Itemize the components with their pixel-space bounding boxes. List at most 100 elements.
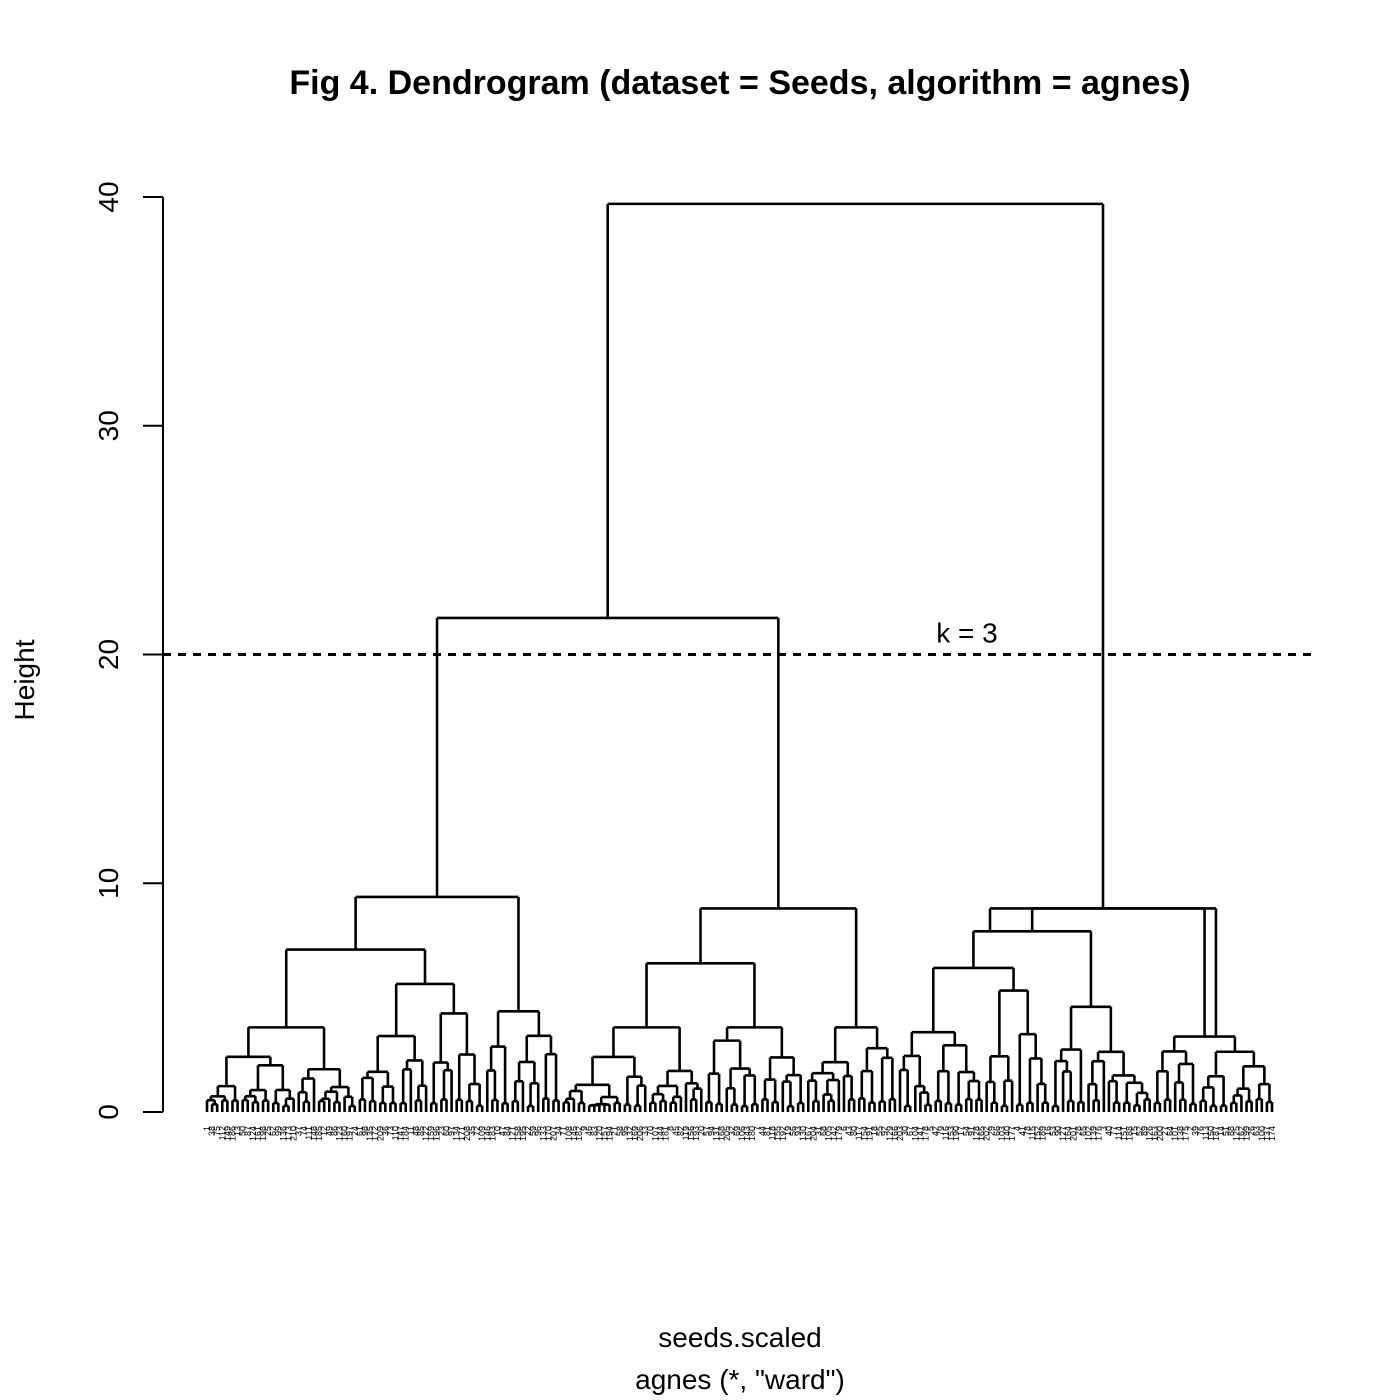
leaf-label: 96 [533, 1126, 543, 1136]
leaf-label: 58 [615, 1126, 625, 1136]
leaf-label: 85 [416, 1126, 426, 1136]
leaf-label: 150 [1206, 1126, 1216, 1141]
leaf-label: 5 [926, 1126, 936, 1131]
leaf-labels: 1387511214918613508712416119825629913617… [202, 1126, 1277, 1141]
leaf-label: 35 [467, 1126, 477, 1136]
leaf-label: 65 [1078, 1126, 1088, 1136]
leaf-label: 166 [890, 1126, 900, 1141]
leaf-label: 138 [1175, 1126, 1185, 1141]
leaf-label: 109 [477, 1126, 487, 1141]
chart-title: Fig 4. Dendrogram (dataset = Seeds, algo… [289, 64, 1190, 102]
leaf-label: 56 [788, 1126, 798, 1136]
leaf-label: 24 [350, 1126, 360, 1136]
leaf-label: 21 [610, 1126, 620, 1136]
leaf-label: 157 [599, 1126, 609, 1141]
y-tick-label: 20 [93, 639, 124, 670]
leaf-label: 68 [819, 1126, 829, 1136]
leaf-label: 130 [798, 1126, 808, 1141]
leaf-label: 38 [207, 1126, 217, 1136]
leaf-label: 7 [752, 1126, 762, 1131]
leaf-label: 203 [895, 1126, 905, 1141]
leaf-label: 194 [605, 1126, 615, 1141]
leaf-label: 143 [742, 1126, 752, 1141]
leaf-label: 155 [773, 1126, 783, 1141]
leaf-label: 147 [396, 1126, 406, 1141]
leaf-label: 54 [961, 1126, 971, 1136]
leaf-label: 45 [671, 1126, 681, 1136]
leaf-label: 132 [625, 1126, 635, 1141]
leaf-label: 188 [1124, 1126, 1134, 1141]
leaf-label: 117 [854, 1126, 864, 1140]
leaf-label: 99 [273, 1126, 283, 1136]
leaf-label: 102 [1084, 1126, 1094, 1141]
y-tick-label: 0 [93, 1104, 124, 1120]
leaf-label: 19 [783, 1126, 793, 1136]
leaf-label: 154 [859, 1126, 869, 1141]
leaf-label: 57 [701, 1126, 711, 1136]
leaf-label: 91 [966, 1126, 976, 1136]
leaf-label: 104 [910, 1126, 920, 1141]
leaf-label: 110 [391, 1126, 401, 1140]
leaf-label: 63 [1252, 1126, 1262, 1136]
leaf-label: 92 [880, 1126, 890, 1136]
leaf-label: 114 [1114, 1126, 1124, 1140]
leaf-label: 22 [523, 1126, 533, 1136]
x-axis-sublabel: agnes (*, "ward") [635, 1364, 845, 1395]
leaf-label: 124 [248, 1126, 258, 1141]
leaf-label: 206 [635, 1126, 645, 1141]
leaf-label: 98 [360, 1126, 370, 1136]
cut-label: k = 3 [936, 618, 997, 649]
leaf-label: 210 [289, 1126, 299, 1141]
leaf-label: 195 [518, 1126, 528, 1141]
leaf-label: 23 [436, 1126, 446, 1136]
y-tick-label: 30 [93, 410, 124, 441]
leaf-label: 8 [666, 1126, 676, 1131]
leaf-label: 144 [656, 1126, 666, 1141]
leaf-label: 69 [732, 1126, 742, 1136]
leaf-label: 48 [411, 1126, 421, 1136]
leaf-label: 140 [1002, 1126, 1012, 1141]
leaf-label: 149 [222, 1126, 232, 1141]
leaf-label: 41 [1017, 1126, 1027, 1136]
leaf-label: 40 [1104, 1126, 1114, 1136]
leaf-label: 103 [997, 1126, 1007, 1141]
leaf-label: 49 [324, 1126, 334, 1136]
leaf-label: 34 [554, 1126, 564, 1136]
leaf-label: 64 [1165, 1126, 1175, 1136]
leaf-label: 180 [747, 1126, 757, 1141]
leaf-label: 53 [1048, 1126, 1058, 1136]
leaf-label: 73 [385, 1126, 395, 1136]
dendrogram-tree [205, 202, 1274, 1112]
leaf-label: 164 [1063, 1126, 1073, 1141]
leaf-label: 95 [620, 1126, 630, 1136]
leaf-label: 187 [1211, 1126, 1221, 1141]
leaf-label: 121 [508, 1126, 518, 1141]
leaf-label: 89 [1140, 1126, 1150, 1136]
leaf-label: 75 [212, 1126, 222, 1136]
leaf-label: 70 [645, 1126, 655, 1136]
leaf-label: 175 [1180, 1126, 1190, 1141]
leaf-label: 25 [263, 1126, 273, 1136]
leaf-label: 202 [982, 1126, 992, 1141]
leaf-label: 60 [441, 1126, 451, 1136]
leaf-label: 11 [406, 1126, 416, 1135]
leaf-label: 196 [431, 1126, 441, 1141]
leaf-label: 209 [375, 1126, 385, 1141]
leaf-label: 156 [686, 1126, 696, 1141]
leaf-label: 42 [931, 1126, 941, 1136]
leaf-label: 151 [1119, 1126, 1129, 1141]
leaf-label: 160 [340, 1126, 350, 1141]
leaf-label: 207 [549, 1126, 559, 1141]
leaf-label: 167 [803, 1126, 813, 1141]
leaf-label: 137 [1262, 1126, 1272, 1141]
leaf-label: 131 [712, 1126, 722, 1141]
leaf-label: 66 [992, 1126, 1002, 1136]
leaf-label: 14 [1216, 1126, 1226, 1136]
leaf-label: 173 [284, 1126, 294, 1141]
leaf-label: 15 [1129, 1126, 1139, 1136]
leaf-label: 201 [1068, 1126, 1078, 1141]
leaf-label: 6 [839, 1126, 849, 1131]
leaf-label: 32 [727, 1126, 737, 1136]
leaf-label: 74 [299, 1126, 309, 1136]
leaf-label: 189 [1038, 1126, 1048, 1141]
